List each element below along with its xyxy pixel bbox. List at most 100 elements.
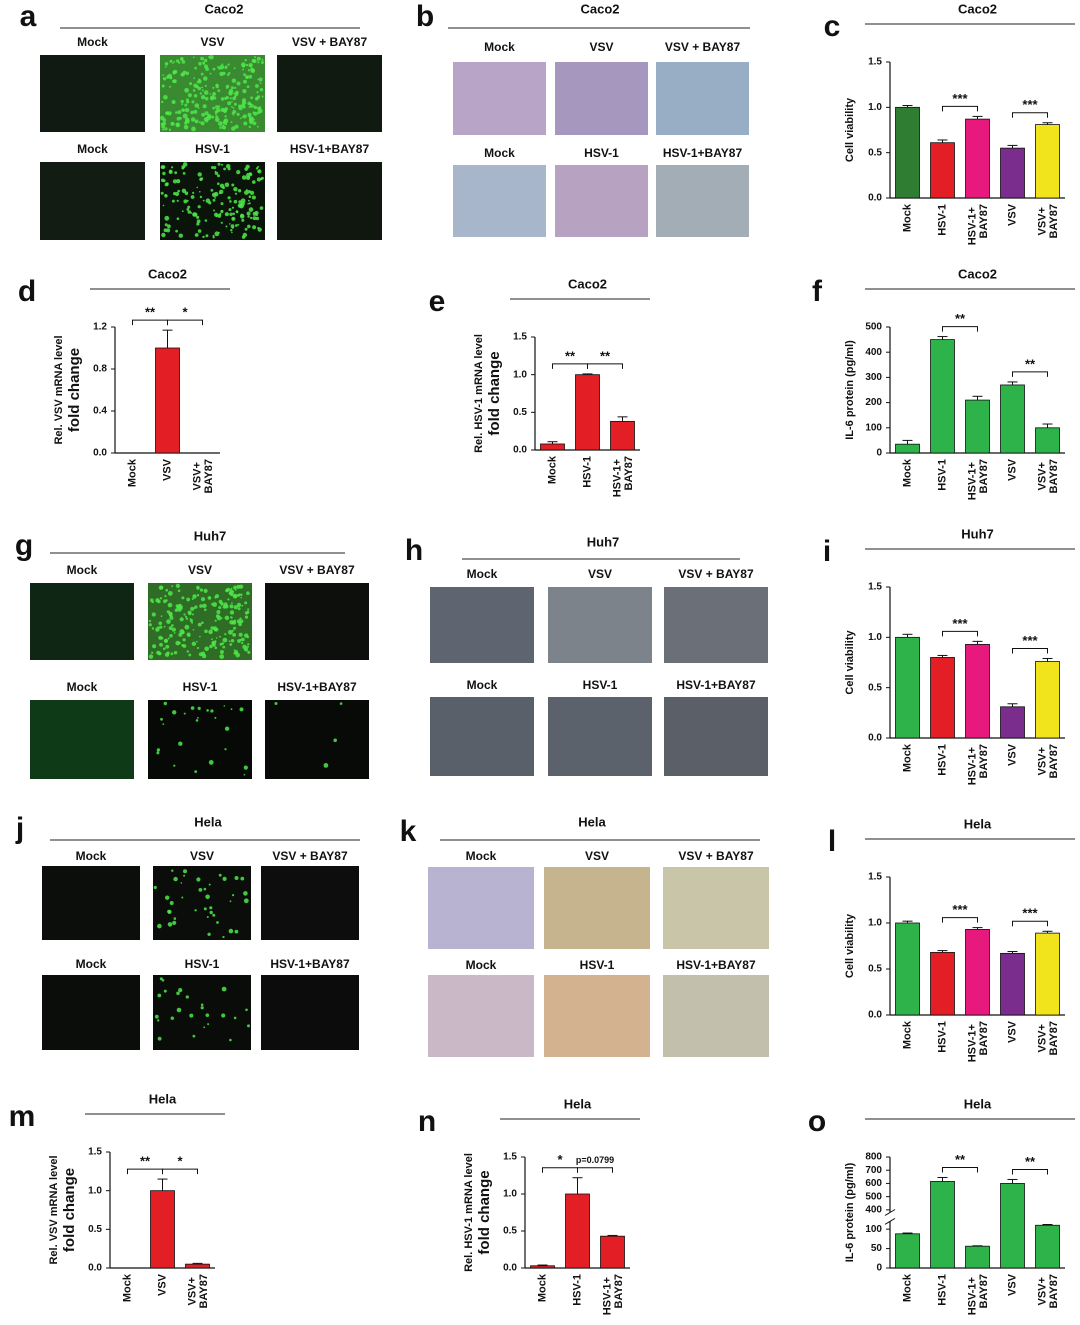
panel-letter: m <box>9 1100 36 1133</box>
panel-letter: e <box>429 285 446 318</box>
fluorescent-cell <box>209 54 214 60</box>
x-tick-label: Mock <box>536 1273 548 1302</box>
fluorescent-cell <box>199 92 202 95</box>
image-label: VSV <box>588 567 612 581</box>
y-tick-label: 200 <box>865 397 882 408</box>
bar <box>185 1263 210 1269</box>
x-tick-label: VSV+ BAY87 <box>1036 744 1060 778</box>
fluorescent-cell <box>231 206 235 209</box>
fluorescent-cell <box>181 605 183 607</box>
fluorescent-cell <box>211 115 215 119</box>
fluorescent-cell <box>229 610 235 615</box>
fluorescent-cell <box>204 629 208 634</box>
fluorescent-cell <box>182 113 188 119</box>
fluorescent-cell <box>229 212 233 216</box>
fluorescent-cell <box>218 606 222 610</box>
fluorescent-cell <box>168 626 173 630</box>
fluorescent-cell <box>161 100 164 104</box>
x-tick-label: Mock <box>901 1273 913 1302</box>
micrograph <box>153 975 251 1050</box>
bar <box>610 420 635 451</box>
fluorescent-cell <box>171 166 174 169</box>
y-tick-label: 400 <box>865 1204 882 1215</box>
fluorescent-cell <box>200 95 206 100</box>
fluorescent-cell <box>231 100 233 103</box>
y-tick-label: 100 <box>865 1224 882 1235</box>
bar <box>1000 1183 1025 1269</box>
image-label: Mock <box>466 958 497 972</box>
fluorescent-cell <box>148 623 152 627</box>
axis-break <box>884 1209 896 1216</box>
y-axis-label: fold change <box>476 1170 493 1254</box>
fluorescent-cell <box>241 604 244 607</box>
bar <box>930 1181 955 1269</box>
fluorescent-cell <box>172 79 176 84</box>
fluorescent-cell <box>178 988 183 993</box>
fluorescent-cell <box>193 607 196 610</box>
fluorescent-cell <box>202 199 205 202</box>
fluorescent-cell <box>192 594 197 599</box>
fluorescent-cell <box>237 223 240 226</box>
fluorescent-cell <box>162 128 165 131</box>
fluorescent-cell <box>227 167 231 171</box>
fluorescent-cell <box>204 96 209 101</box>
fluorescent-cell <box>204 58 208 63</box>
image-label: HSV-1 <box>584 146 619 160</box>
fluorescent-cell <box>213 191 219 197</box>
fluorescent-cell <box>221 163 223 166</box>
fluorescent-cell <box>203 588 208 594</box>
fluorescent-cell <box>157 923 162 929</box>
fluorescent-cell <box>168 85 171 88</box>
y-tick-label: 0.0 <box>503 1263 517 1274</box>
y-tick-label: 500 <box>865 322 882 333</box>
fluorescent-cell <box>274 702 278 705</box>
fluorescent-cell <box>223 167 227 171</box>
fluorescent-cell <box>244 190 249 195</box>
fluorescent-cell <box>244 167 248 171</box>
fluorescent-cell <box>229 200 232 203</box>
fluorescent-cell <box>233 199 238 204</box>
fluorescent-cell <box>162 121 167 126</box>
fluorescent-cell <box>243 898 249 904</box>
fluorescent-cell <box>252 225 257 230</box>
fluorescent-cell <box>169 76 173 80</box>
fluorescent-cell <box>181 630 185 635</box>
image-label: VSV <box>190 849 214 863</box>
fluorescent-cell <box>165 895 170 900</box>
fluorescent-cell <box>174 171 178 175</box>
y-axis-label: Rel. HSV-1 mRNA level <box>463 1153 475 1272</box>
micrograph <box>664 697 768 776</box>
fluorescent-cell <box>222 120 228 125</box>
fluorescent-cell <box>181 210 184 213</box>
fluorescent-cell <box>255 167 259 170</box>
bar <box>565 1193 590 1269</box>
fluorescent-cell <box>215 215 218 218</box>
fluorescent-cell <box>158 585 164 590</box>
fluorescent-cell <box>182 638 186 642</box>
fluorescent-cell <box>214 716 217 719</box>
fluorescent-cell <box>180 57 184 61</box>
fluorescent-cell <box>211 603 214 606</box>
y-tick-label: 0.0 <box>868 193 882 204</box>
fluorescent-cell <box>155 598 160 603</box>
fluorescent-cell <box>238 104 242 109</box>
y-tick-label: 500 <box>865 1191 882 1202</box>
fluorescent-cell <box>224 182 230 188</box>
fluorescent-cell <box>204 111 209 116</box>
fluorescent-cell <box>219 126 222 129</box>
fluorescent-cell <box>243 79 247 84</box>
significance-bracket <box>1012 647 1048 654</box>
fluorescent-cell <box>200 72 204 76</box>
fluorescent-cell <box>234 876 239 880</box>
fluorescent-cell <box>197 172 202 177</box>
bar <box>965 399 990 454</box>
y-tick-label: 0.0 <box>868 1010 882 1021</box>
fluorescent-cell <box>161 232 166 238</box>
fluorescent-cell <box>224 615 230 621</box>
fluorescent-cell <box>221 210 223 212</box>
bar <box>965 118 990 199</box>
micrograph <box>663 975 769 1057</box>
fluorescent-cell <box>166 228 171 233</box>
significance-bracket <box>1012 920 1048 927</box>
y-axis-label: Rel. VSV mRNA level <box>48 1155 60 1264</box>
